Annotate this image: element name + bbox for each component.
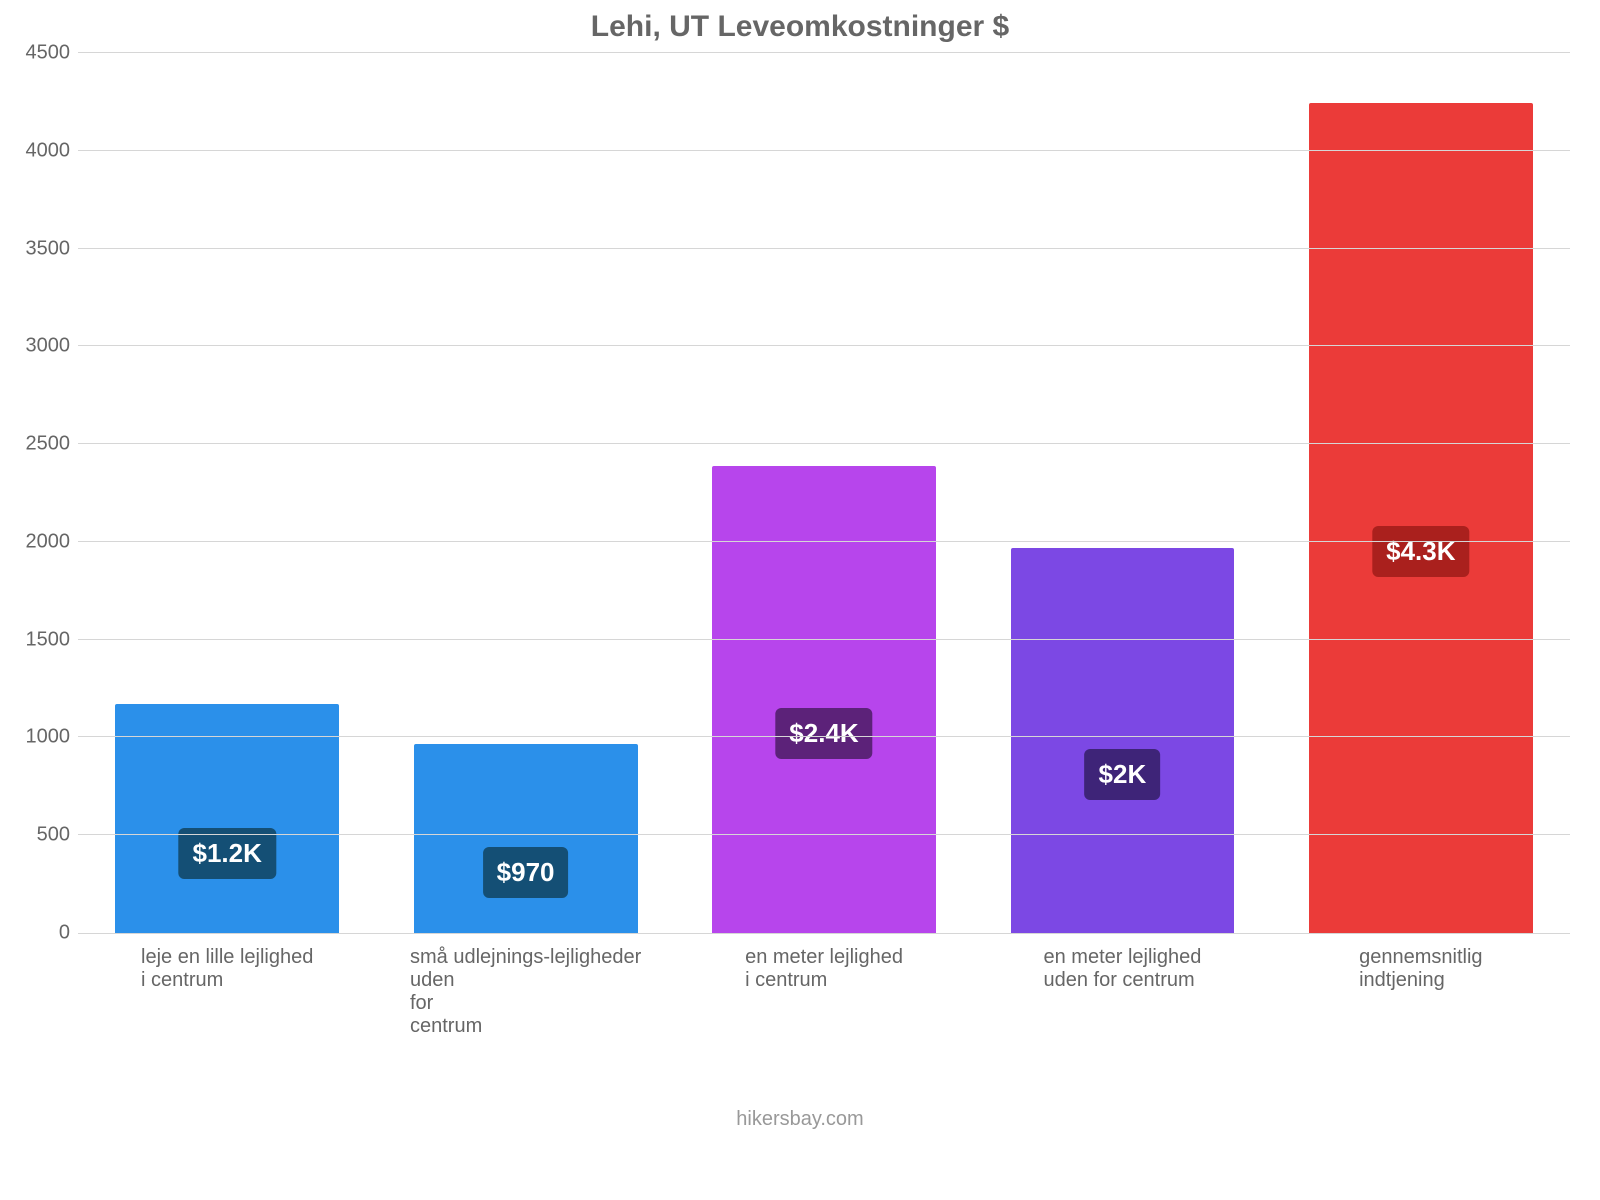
bar: $1.2K xyxy=(115,704,339,933)
bar-slot: $2.4K xyxy=(675,54,973,933)
y-gridline xyxy=(78,52,1570,53)
x-axis-labels: leje en lille lejlighed i centrum små udl… xyxy=(78,946,1570,1038)
bar: $4.3K xyxy=(1309,103,1533,933)
plot-outer: $1.2K$970$2.4K$2K$4.3K 05001000150020002… xyxy=(78,54,1570,1038)
bar-value-label: $1.2K xyxy=(178,828,275,879)
bar-value-label: $970 xyxy=(483,847,569,898)
x-label-slot: små udlejnings-lejligheder uden for cent… xyxy=(376,946,674,1038)
bar-value-label: $4.3K xyxy=(1372,526,1469,577)
y-tick-label: 500 xyxy=(37,824,78,847)
y-tick-label: 1500 xyxy=(26,628,79,651)
x-axis-label: en meter lejlighed i centrum xyxy=(745,946,903,1038)
x-axis-label: leje en lille lejlighed i centrum xyxy=(141,946,313,1038)
bar: $970 xyxy=(414,744,638,933)
chart-title: Lehi, UT Leveomkostninger $ xyxy=(0,10,1600,44)
x-label-slot: leje en lille lejlighed i centrum xyxy=(78,946,376,1038)
bar-slot: $1.2K xyxy=(78,54,376,933)
x-label-slot: en meter lejlighed uden for centrum xyxy=(973,946,1271,1038)
y-gridline xyxy=(78,345,1570,346)
x-axis-label: små udlejnings-lejligheder uden for cent… xyxy=(410,946,641,1038)
y-tick-label: 4000 xyxy=(26,139,79,162)
y-gridline xyxy=(78,248,1570,249)
y-gridline xyxy=(78,736,1570,737)
chart-container: Lehi, UT Leveomkostninger $ $1.2K $970 $2.… xyxy=(0,0,1600,1200)
bar-value-label: $2K xyxy=(1085,749,1161,800)
bar-slot: $970 xyxy=(376,54,674,933)
bar: $2.4K xyxy=(712,466,936,933)
x-label-slot: en meter lejlighed i centrum xyxy=(675,946,973,1038)
x-axis-label: en meter lejlighed uden for centrum xyxy=(1043,946,1201,1038)
attribution-text: hikersbay.com xyxy=(0,1108,1600,1131)
y-tick-label: 2500 xyxy=(26,433,79,456)
bar-slot: $4.3K xyxy=(1272,54,1570,933)
y-tick-label: 4500 xyxy=(26,42,79,65)
y-tick-label: 1000 xyxy=(26,726,79,749)
y-gridline xyxy=(78,639,1570,640)
y-tick-label: 3500 xyxy=(26,237,79,260)
y-tick-label: 0 xyxy=(59,922,78,945)
bar-slot: $2K xyxy=(973,54,1271,933)
y-tick-label: 2000 xyxy=(26,530,79,553)
bar-value-label: $2.4K xyxy=(775,708,872,759)
plot-area: $1.2K$970$2.4K$2K$4.3K 05001000150020002… xyxy=(78,54,1570,934)
y-gridline xyxy=(78,541,1570,542)
y-gridline xyxy=(78,443,1570,444)
y-gridline xyxy=(78,150,1570,151)
x-label-slot: gennemsnitlig indtjening xyxy=(1272,946,1570,1038)
x-axis-label: gennemsnitlig indtjening xyxy=(1359,946,1482,1038)
bars-row: $1.2K $970 $2.4K $2K $4.3K xyxy=(78,54,1570,933)
y-tick-label: 3000 xyxy=(26,335,79,358)
bar: $2K xyxy=(1011,548,1235,933)
y-gridline xyxy=(78,834,1570,835)
